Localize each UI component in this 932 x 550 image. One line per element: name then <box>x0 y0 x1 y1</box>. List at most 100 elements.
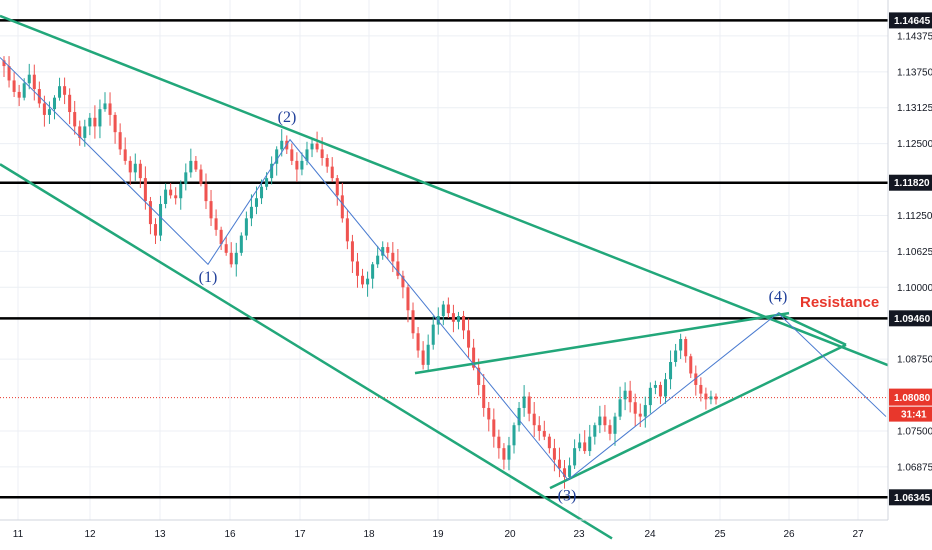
candle <box>618 386 622 421</box>
candle-body <box>164 189 168 204</box>
candle <box>426 334 430 371</box>
channel-lower-line <box>0 163 613 540</box>
candle-body <box>315 143 319 150</box>
y-tick-label: 1.06875 <box>897 462 932 473</box>
candle <box>12 72 16 98</box>
candle-body <box>684 339 688 357</box>
candle <box>103 92 107 112</box>
candle <box>148 196 152 235</box>
candle <box>663 372 668 404</box>
y-tick-label: 1.13750 <box>897 67 932 78</box>
candle-body <box>189 160 193 173</box>
candle-body <box>123 149 127 161</box>
candle-body <box>426 344 430 365</box>
x-tick-label: 25 <box>714 529 726 540</box>
candle <box>371 261 375 289</box>
candle <box>462 310 466 340</box>
candle <box>492 408 496 448</box>
horizontal-levels <box>0 19 888 499</box>
candle-body <box>234 252 238 265</box>
candle-body <box>118 132 122 150</box>
candle-body <box>148 201 152 225</box>
candle <box>537 416 541 441</box>
candle-body <box>532 413 536 426</box>
candle-body <box>603 416 607 426</box>
candle-body <box>689 356 693 374</box>
candle-body <box>7 66 11 81</box>
candle-body <box>179 183 183 199</box>
x-tick-label: 27 <box>852 529 864 540</box>
candle <box>593 422 597 445</box>
candle <box>47 101 51 124</box>
channel-upper-line <box>0 14 889 367</box>
candle <box>689 353 693 379</box>
countdown-label: 31:41 <box>901 410 927 421</box>
candle-body <box>648 387 652 406</box>
candle <box>527 392 531 422</box>
candle <box>17 84 21 107</box>
candle <box>456 311 460 330</box>
candle-body <box>517 407 521 426</box>
wave-path <box>0 57 887 481</box>
candle-body <box>138 163 142 179</box>
candle <box>98 99 102 139</box>
candle <box>244 211 248 241</box>
trendlines <box>0 14 889 540</box>
candle-body <box>275 149 279 164</box>
level-tag <box>889 174 932 191</box>
wave-polyline <box>0 57 887 481</box>
candle-body <box>300 160 304 170</box>
level-tag-label: 1.09460 <box>894 314 931 325</box>
y-tick-label: 1.13125 <box>897 103 932 114</box>
candle-body <box>355 261 359 276</box>
candle-body <box>411 310 415 334</box>
candle <box>194 156 198 172</box>
candle <box>482 373 486 417</box>
candle-body <box>431 324 435 345</box>
candle <box>532 401 536 437</box>
candle-body <box>562 468 567 477</box>
candle-body <box>108 103 112 115</box>
candle <box>704 387 708 410</box>
candle <box>128 156 132 185</box>
candle <box>431 315 435 350</box>
wave-label: (4) <box>769 288 788 305</box>
candle <box>249 194 253 227</box>
candle <box>300 152 304 176</box>
candle-body <box>2 60 6 67</box>
candle-body <box>68 94 72 113</box>
candle <box>517 401 521 432</box>
candle-body <box>52 97 57 110</box>
candle-body <box>42 103 46 115</box>
candle-body <box>552 448 556 460</box>
candle <box>451 304 455 333</box>
candle-body <box>381 247 385 256</box>
candle <box>174 187 178 205</box>
candle <box>310 138 314 158</box>
x-tick-label: 13 <box>154 529 166 540</box>
candle <box>578 433 582 452</box>
x-tick-label: 16 <box>224 529 236 540</box>
candle <box>184 163 188 191</box>
candle-body <box>209 201 213 219</box>
candle-body <box>128 160 132 173</box>
candle <box>27 63 31 90</box>
candle <box>118 123 122 155</box>
candle <box>416 327 420 358</box>
candle-body <box>371 264 375 279</box>
x-tick-label: 24 <box>644 529 656 540</box>
candle-body <box>467 330 471 348</box>
candle <box>446 297 450 319</box>
x-tick-label: 23 <box>573 529 585 540</box>
candle-body <box>295 160 299 170</box>
candle-body <box>47 109 51 115</box>
candle-body <box>704 393 708 400</box>
candle <box>189 148 193 178</box>
candle-body <box>133 163 137 173</box>
candle-body <box>22 83 26 98</box>
candle-body <box>487 407 491 420</box>
candle <box>345 210 349 250</box>
triangle-apex-line <box>777 312 847 346</box>
candle <box>234 242 238 277</box>
